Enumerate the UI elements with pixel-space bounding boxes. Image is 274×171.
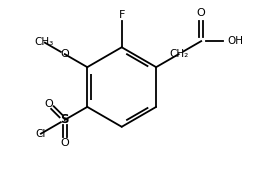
Text: O: O — [60, 138, 69, 148]
Text: Cl: Cl — [36, 129, 46, 139]
Text: O: O — [60, 49, 69, 59]
Text: O: O — [44, 99, 53, 109]
Text: CH₃: CH₃ — [34, 37, 53, 47]
Text: OH: OH — [227, 36, 243, 46]
Text: O: O — [197, 8, 206, 18]
Text: S: S — [61, 113, 69, 126]
Text: F: F — [119, 10, 125, 20]
Text: CH₂: CH₂ — [169, 49, 188, 59]
